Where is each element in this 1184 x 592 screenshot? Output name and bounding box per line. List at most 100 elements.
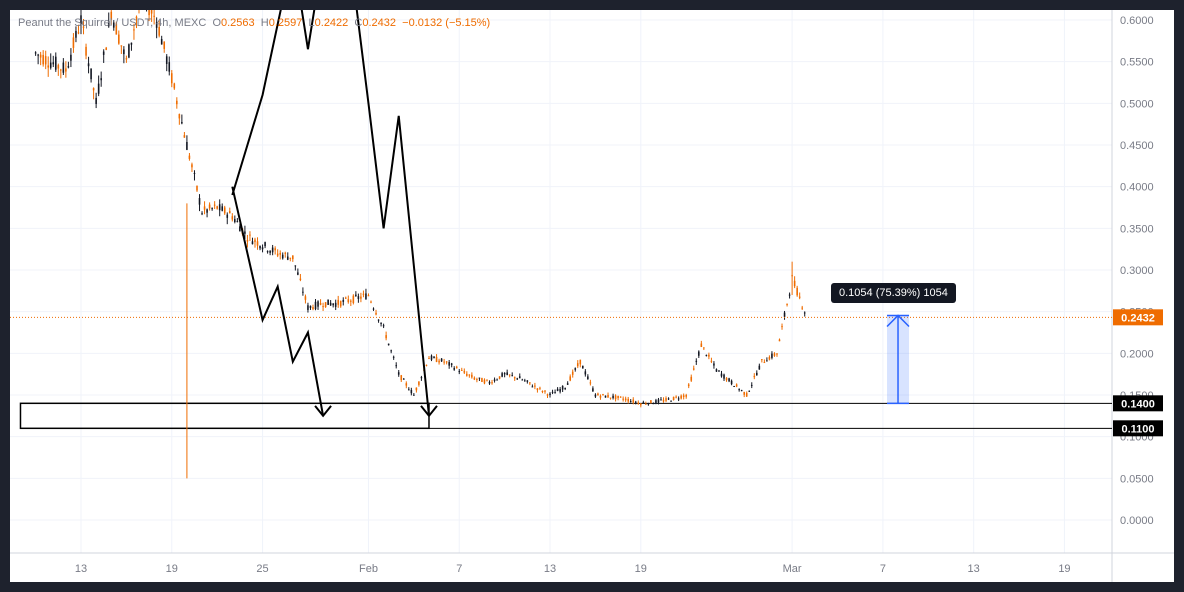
candle-body [123,49,125,55]
candle-body [256,241,259,246]
candle-body [657,399,660,403]
candle-body [327,299,329,305]
candle-body [120,45,123,47]
level-tag [1113,395,1163,412]
candle-body [362,293,365,295]
candle-body [758,365,761,370]
candle-body [168,62,171,72]
high-value: 0.2597 [268,17,303,29]
candle-body [425,364,428,366]
candle-body [483,379,486,384]
candle-body [597,393,599,396]
candle-body [289,257,292,259]
candle-body [571,371,574,375]
candle-body [302,291,304,293]
candle-body [49,62,52,68]
candle-body [566,383,569,385]
candle-body [246,239,249,242]
x-tick-label: 13 [544,563,556,575]
candle-body [503,373,506,375]
x-tick-label: Feb [359,563,378,575]
candle-body [524,380,526,382]
candle-body [690,376,693,381]
candle-body [309,305,312,308]
candle-body [745,392,748,397]
candle-body [786,303,788,305]
candle-body [438,360,440,363]
candle-body [672,396,675,401]
candle-body [178,114,181,119]
candle-body [793,280,796,287]
candle-body [730,380,733,385]
candle-body [317,301,319,307]
candle-body [244,231,246,234]
candle-body [748,390,751,392]
candle-body [347,299,350,303]
candle-body [77,32,80,34]
chart-frame[interactable]: 0.6000 0.5500 0.5000 0.4500 0.4000 0.3500 0.30… [10,10,1174,582]
candle-body [413,394,415,396]
candle-body [660,399,662,401]
candle-body [506,372,508,375]
candle-body [592,388,594,392]
price-chart[interactable]: 0.6000 0.5500 0.5000 0.4500 0.4000 0.3500 0.30… [10,10,1174,582]
candle-body [549,393,551,396]
candle-body [587,376,589,380]
candle-body [324,302,327,308]
candle-body [473,377,476,380]
candle-body [92,88,95,91]
candle-body [685,395,687,397]
projection-path [231,10,430,416]
candle-body [728,378,730,382]
candle-body [228,211,231,214]
candle-body [135,16,138,19]
candle-body [339,301,342,307]
candle-body [410,389,413,394]
candle-body [589,382,592,384]
candle-body [87,63,90,67]
candle-body [468,374,471,376]
candle-body [778,339,781,342]
candle-body [276,253,279,256]
candle-body [221,206,224,211]
x-tick-label: 19 [635,563,647,575]
candle-body [491,382,493,384]
candle-body [582,365,584,369]
candle-body [344,297,347,299]
x-tick-label: 25 [256,563,268,575]
candle-body [372,308,375,310]
candle-body [118,34,120,44]
candle-body [377,319,380,321]
candle-body [188,155,191,159]
candle-body [249,234,251,236]
candle-body [201,213,203,215]
candle-body [445,361,448,363]
candle-body [493,379,496,381]
candle-body [367,295,370,297]
x-tick-label: Mar [783,563,802,575]
candle-body [251,241,254,245]
candle-body [705,354,708,356]
candle-body [97,83,100,94]
candle-body [720,373,723,377]
y-tick-label: 0.6000 [1120,15,1154,27]
candle-body [637,402,640,405]
level-tag-label: 0.1400 [1121,398,1155,410]
candle-body [34,52,37,54]
candle-body [642,402,645,404]
candle-body [382,325,385,327]
candle-body [687,384,690,387]
candle-body [360,296,362,299]
candle-body [370,301,372,303]
candle-body [534,385,536,387]
candle-body [521,379,524,381]
candle-body [511,375,514,377]
candle-body [529,382,531,384]
low-key: L [308,17,315,29]
candle-body [466,373,468,376]
open-key: O [212,17,221,29]
candle-body [297,272,299,275]
candle-body [481,378,483,382]
candle-body [102,51,105,55]
candle-body [692,368,695,370]
